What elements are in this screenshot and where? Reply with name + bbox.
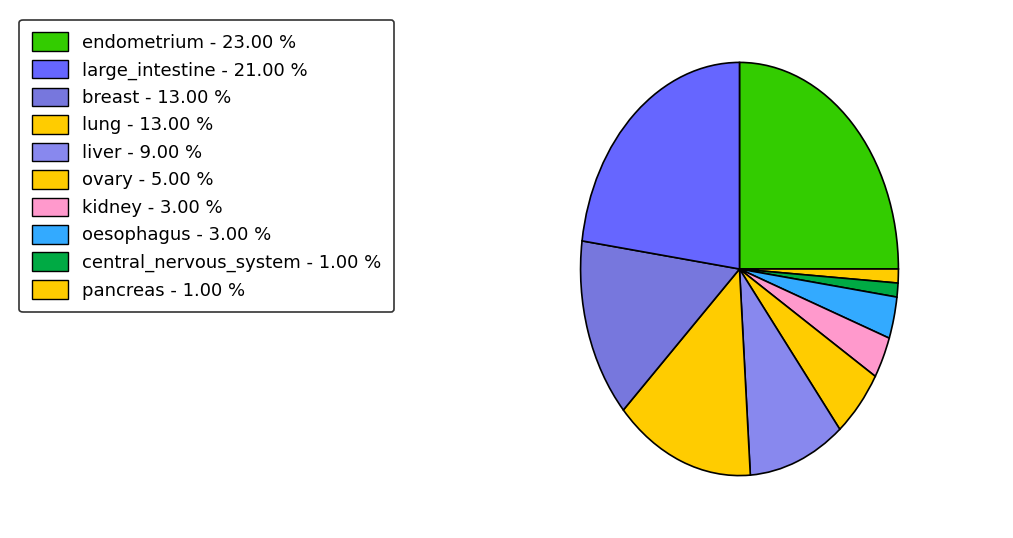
Wedge shape [739,269,899,297]
Wedge shape [739,269,875,429]
Wedge shape [739,269,840,475]
Wedge shape [623,269,751,476]
Wedge shape [739,269,889,377]
Wedge shape [739,269,899,283]
Wedge shape [582,62,739,269]
Wedge shape [739,62,899,269]
Legend: endometrium - 23.00 %, large_intestine - 21.00 %, breast - 13.00 %, lung - 13.00: endometrium - 23.00 %, large_intestine -… [19,20,394,312]
Wedge shape [739,269,897,338]
Wedge shape [580,241,739,410]
